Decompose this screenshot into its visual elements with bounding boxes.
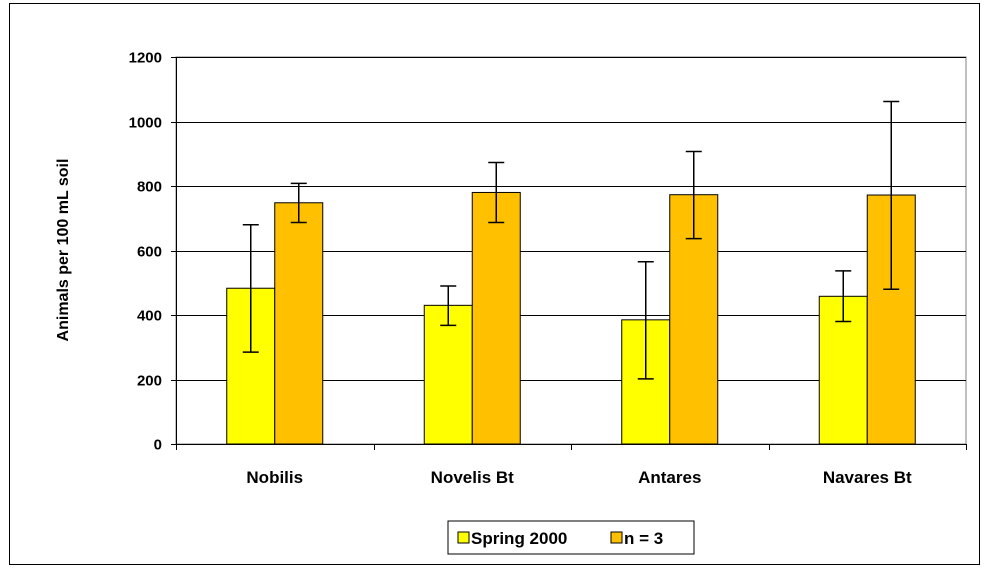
legend-swatch-series-2	[610, 531, 623, 544]
x-category-label: Antares	[638, 468, 701, 487]
y-tick-label: 200	[137, 373, 162, 390]
y-tick-label: 1200	[129, 50, 162, 67]
bar-2	[471, 191, 521, 445]
bar-1	[423, 304, 473, 445]
y-tick-label: 800	[137, 179, 162, 196]
y-axis-title: Animals per 100 mL soil	[55, 159, 72, 342]
bar-2	[274, 202, 324, 445]
y-tick-label: 0	[154, 437, 162, 454]
axes: 0 200 400 600 800 1000 1200 Nobilis Novelis Bt An…	[129, 50, 967, 487]
x-category-label: Nobilis	[246, 468, 303, 487]
x-category-label: Navares Bt	[823, 468, 912, 487]
x-category-label: Novelis Bt	[431, 468, 514, 487]
legend-box	[447, 520, 695, 555]
y-tick-label: 400	[137, 308, 162, 325]
legend-label-series-1: Spring 2000	[471, 529, 567, 548]
y-tick-label: 600	[137, 244, 162, 261]
y-tick-label: 1000	[129, 115, 162, 132]
legend: Spring 2000 n = 3	[447, 520, 695, 555]
legend-swatch-series-1	[457, 531, 470, 544]
error-bars	[242, 100, 900, 380]
legend-label-series-2: n = 3	[624, 529, 663, 548]
